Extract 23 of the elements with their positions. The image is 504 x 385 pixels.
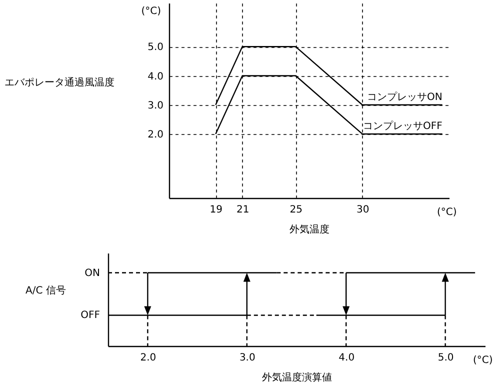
series-label: コンプレッサON <box>366 90 442 103</box>
text: (°C) <box>437 207 457 218</box>
x-tick-label: 19 <box>210 204 223 216</box>
text: (°C) <box>473 355 493 366</box>
text: (°C) <box>141 6 162 17</box>
x-tick-label: 5.0 <box>438 352 454 364</box>
x-tick-label: 30 <box>356 204 370 216</box>
y-axis-title: A/C 信号 <box>26 284 66 296</box>
text: OFF <box>80 310 100 322</box>
x-tick-label: 21 <box>236 204 250 216</box>
series-label: コンプレッサOFF <box>362 120 443 132</box>
x-tick-label: 2.0 <box>140 352 156 364</box>
text: ON <box>84 268 100 279</box>
y-tick-label: 5.0 <box>148 42 164 54</box>
x-axis-title: 外気温度演算値 <box>262 372 332 384</box>
x-tick-label: 4.0 <box>338 352 355 364</box>
y-axis-title: エバポレータ通過風温度 <box>4 76 114 88</box>
x-axis-title: 外気温度 <box>290 224 330 236</box>
x-tick-label: 3.0 <box>239 352 256 364</box>
y-tick-label: 2.0 <box>148 129 164 140</box>
y-tick-label: 3.0 <box>148 100 164 112</box>
y-tick-label: 4.0 <box>148 71 164 82</box>
x-tick-label: 25 <box>290 204 303 216</box>
